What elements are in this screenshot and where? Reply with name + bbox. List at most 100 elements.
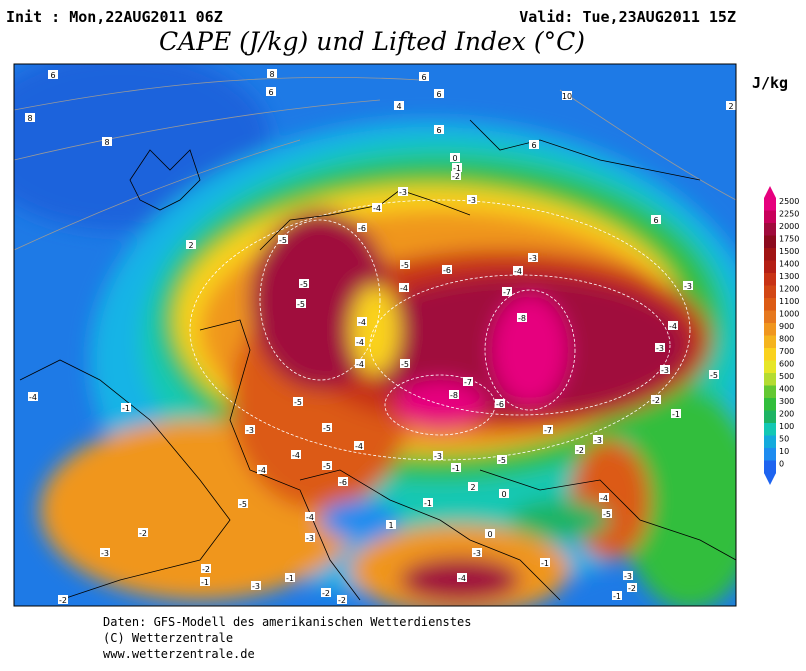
title: CAPE (J/kg) und Lifted Index (°C) — [159, 27, 585, 56]
contour-label-bg — [400, 260, 410, 269]
colorbar-label: 600 — [779, 360, 794, 369]
contour-label-bg — [442, 265, 452, 274]
contour-label: -3 — [624, 572, 632, 581]
contour-label-bg — [321, 588, 331, 597]
contour-label: -1 — [286, 574, 294, 583]
contour-label: 2 — [728, 102, 733, 111]
colorbar-label: 1300 — [779, 272, 799, 281]
contour-label-bg — [528, 253, 538, 262]
footer-line: Daten: GFS-Modell des amerikanischen Wet… — [103, 615, 471, 629]
contour-label-bg — [201, 564, 211, 573]
contour-label-bg — [372, 203, 382, 212]
colorbar-segment — [764, 423, 776, 436]
contour-label: -6 — [443, 266, 451, 275]
contour-label: 6 — [653, 216, 658, 225]
contour-label-bg — [266, 87, 276, 96]
contour-label: 2 — [470, 483, 475, 492]
contour-label: 6 — [436, 126, 441, 135]
contour-label-bg — [102, 137, 112, 146]
contour-label-bg — [671, 409, 681, 418]
contour-label: -4 — [29, 393, 37, 402]
colorbar-segment — [764, 273, 776, 286]
colorbar-label: 1000 — [779, 310, 799, 319]
contour-label: -2 — [139, 529, 147, 538]
contour-label-bg — [660, 365, 670, 374]
contour-label-bg — [575, 445, 585, 454]
contour-label-bg — [386, 520, 396, 529]
contour-label-bg — [305, 512, 315, 521]
footer-line: www.wetterzentrale.de — [103, 647, 255, 661]
contour-label-bg — [423, 498, 433, 507]
colorbar-label: 100 — [779, 422, 794, 431]
contour-label: -3 — [399, 188, 407, 197]
contour-label-bg — [467, 195, 477, 204]
contour-label: -4 — [258, 466, 266, 475]
contour-label: 8 — [269, 70, 274, 79]
contour-label: -1 — [424, 499, 432, 508]
contour-label-bg — [138, 528, 148, 537]
contour-label-bg — [683, 281, 693, 290]
contour-label-bg — [251, 581, 261, 590]
contour-label-bg — [419, 72, 429, 81]
colorbar-tip — [764, 473, 776, 485]
contour-label-bg — [293, 397, 303, 406]
contour-label-bg — [593, 435, 603, 444]
contour-label: -2 — [59, 596, 67, 605]
contour-label-bg — [200, 577, 210, 586]
contour-label-bg — [602, 509, 612, 518]
contour-label: -3 — [661, 366, 669, 375]
contour-label-bg — [497, 455, 507, 464]
colorbar-label: 700 — [779, 347, 794, 356]
contour-label: -6 — [496, 400, 504, 409]
colorbar-segment — [764, 460, 776, 474]
contour-label: 8 — [27, 114, 32, 123]
contour-label: -3 — [246, 426, 254, 435]
map-frame — [13, 63, 737, 607]
contour-label-bg — [400, 359, 410, 368]
colorbar-label: 1100 — [779, 297, 799, 306]
contour-label: -4 — [356, 338, 364, 347]
contour-label-bg — [322, 423, 332, 432]
contour-label-bg — [399, 283, 409, 292]
contour-label: -2 — [576, 446, 584, 455]
contour-label-bg — [278, 235, 288, 244]
contour-label-bg — [100, 548, 110, 557]
colorbar-label: 2500 — [779, 197, 799, 206]
contour-label-bg — [305, 533, 315, 542]
contour-label: -5 — [323, 462, 331, 471]
contour-label: -4 — [358, 318, 366, 327]
colorbar-label: 400 — [779, 385, 794, 394]
colorbar-label: 900 — [779, 322, 794, 331]
contour-label: -3 — [434, 452, 442, 461]
contour-label-bg — [434, 89, 444, 98]
contour-label: -1 — [672, 410, 680, 419]
contour-label-bg — [28, 392, 38, 401]
contour-label: -5 — [401, 360, 409, 369]
contour-label: -3 — [468, 196, 476, 205]
contour-label-bg — [472, 548, 482, 557]
contour-label: 6 — [436, 90, 441, 99]
contour-label: -4 — [356, 360, 364, 369]
colorbar: 2500225020001750150014001300120011001000… — [764, 186, 799, 485]
contour-label-bg — [543, 425, 553, 434]
colorbar-segment — [764, 310, 776, 324]
contour-label: -3 — [473, 549, 481, 558]
contour-label: 6 — [531, 141, 536, 150]
contour-label-bg — [48, 70, 58, 79]
contour-label: -5 — [498, 456, 506, 465]
contour-label-bg — [245, 425, 255, 434]
contour-label: 0 — [487, 530, 492, 539]
contour-label-bg — [357, 317, 367, 326]
colorbar-segment — [764, 348, 776, 361]
colorbar-label: 800 — [779, 335, 794, 344]
contour-label: -4 — [292, 451, 300, 460]
contour-label-bg — [623, 571, 633, 580]
contour-label: -8 — [518, 314, 526, 323]
contour-label-bg — [433, 451, 443, 460]
contour-label-bg — [562, 91, 572, 100]
contour-label: -3 — [252, 582, 260, 591]
colorbar-label: 1500 — [779, 247, 799, 256]
colorbar-label: 0 — [779, 460, 784, 469]
contour-label: 6 — [421, 73, 426, 82]
contour-label-bg — [463, 377, 473, 386]
